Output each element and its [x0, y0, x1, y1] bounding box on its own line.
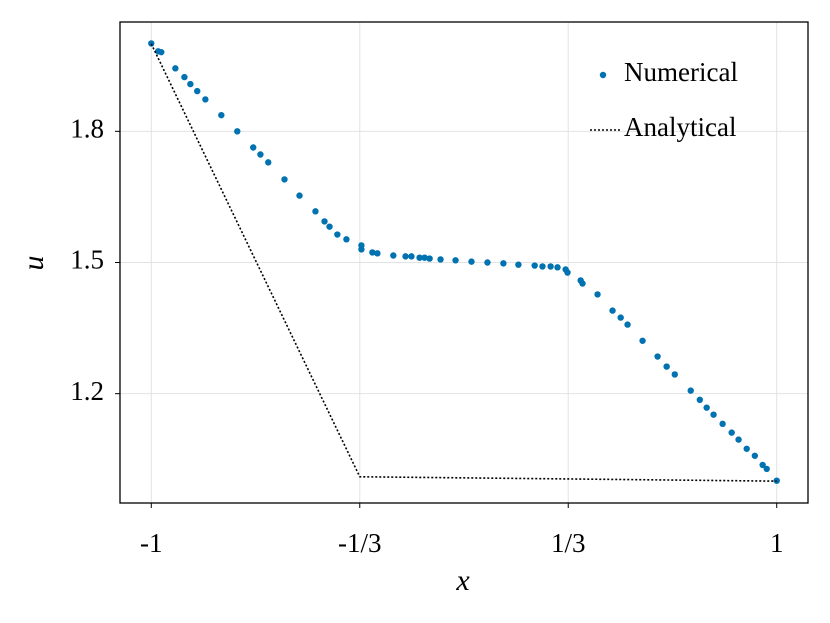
- data-point: [374, 250, 381, 257]
- data-point: [265, 159, 272, 166]
- data-point: [759, 461, 766, 469]
- x-tick-label: 1/3: [551, 528, 586, 558]
- data-point: [579, 280, 586, 287]
- data-point: [719, 420, 726, 428]
- data-point: [547, 263, 554, 270]
- data-point: [564, 269, 571, 276]
- data-point: [696, 396, 703, 404]
- data-point: [250, 144, 257, 151]
- data-point: [671, 371, 678, 378]
- data-point: [624, 321, 631, 328]
- data-point: [257, 151, 264, 158]
- data-point: [202, 96, 209, 103]
- data-line: [150, 43, 777, 482]
- data-point: [390, 252, 397, 259]
- data-point: [609, 307, 616, 314]
- x-axis-label: x: [455, 564, 470, 597]
- data-point: [158, 48, 165, 56]
- data-point: [187, 80, 194, 88]
- data-point: [763, 465, 770, 473]
- y-tick-label: 1.8: [70, 114, 104, 144]
- data-point: [234, 128, 241, 135]
- y-axis-label: u: [17, 256, 50, 271]
- data-point: [539, 263, 546, 270]
- data-point: [531, 262, 538, 269]
- data-point: [172, 65, 179, 72]
- data-point: [735, 436, 742, 443]
- data-point: [358, 246, 365, 253]
- data-point: [743, 445, 750, 452]
- data-point: [500, 260, 507, 267]
- data-point: [484, 259, 491, 266]
- data-point: [281, 176, 288, 183]
- data-point: [703, 404, 710, 411]
- data-point: [334, 231, 341, 238]
- data-point: [594, 291, 601, 298]
- data-point: [402, 253, 409, 260]
- data-point: [452, 257, 459, 264]
- x-tick-label: -1: [140, 528, 163, 558]
- data-point: [468, 258, 475, 265]
- data-point: [710, 411, 717, 418]
- data-point: [312, 208, 319, 215]
- data-point: [437, 256, 444, 263]
- data-point: [326, 223, 333, 230]
- x-tick-label: -1/3: [338, 528, 382, 558]
- data-point: [416, 254, 423, 261]
- data-point: [728, 429, 735, 436]
- data-point: [617, 314, 624, 321]
- data-point: [554, 264, 561, 271]
- data-point: [515, 261, 522, 268]
- data-point: [408, 253, 415, 260]
- data-point: [639, 337, 646, 344]
- y-tick-label: 1.2: [70, 376, 104, 406]
- data-point: [369, 249, 376, 256]
- legend-swatch: [599, 71, 607, 79]
- data-point: [654, 353, 661, 360]
- data-point: [296, 192, 303, 199]
- plot-frame: [119, 21, 809, 504]
- data-point: [421, 254, 428, 261]
- data-point: [687, 387, 694, 394]
- y-tick-label: 1.5: [70, 245, 104, 275]
- legend-label: Analytical: [624, 112, 736, 142]
- legend-label: Numerical: [624, 57, 738, 87]
- data-point: [181, 73, 188, 81]
- data-point: [663, 363, 670, 370]
- x-tick-label: 1: [770, 528, 784, 558]
- data-point: [218, 111, 225, 119]
- data-point: [343, 236, 350, 243]
- data-point: [426, 255, 433, 262]
- data-point: [751, 452, 759, 459]
- data-point: [194, 87, 201, 95]
- data-point: [321, 218, 328, 225]
- data-point: [148, 40, 155, 47]
